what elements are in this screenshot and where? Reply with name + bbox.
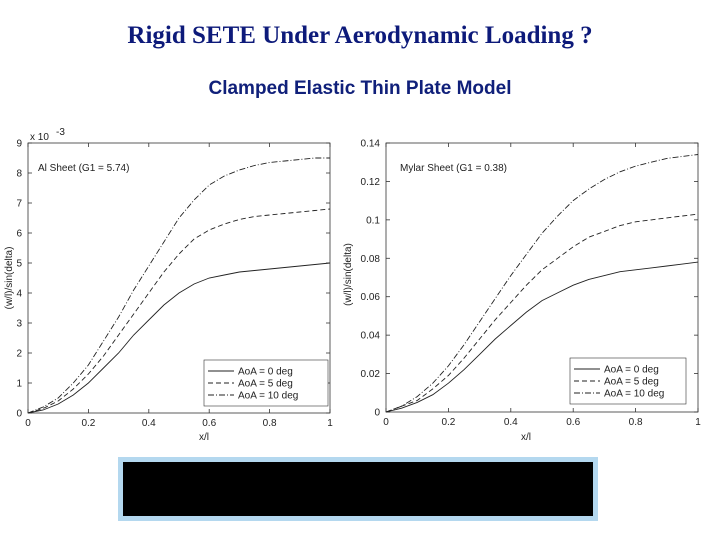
chart1-xtick-label: 1 [327, 418, 333, 429]
chart2-legend-label: AoA = 5 deg [604, 377, 659, 388]
slide-title: Rigid SETE Under Aerodynamic Loading ? [127, 22, 593, 49]
chart2-ytick-label: 0.04 [361, 331, 381, 342]
chart1-y-axis-label: (w/l)/sin(delta) [4, 247, 15, 310]
chart2-xtick-label: 0.2 [441, 417, 455, 428]
chart2-series-2-line [385, 213, 699, 413]
slide-subtitle: Clamped Elastic Thin Plate Model [208, 78, 512, 99]
chart1-ytick-label: 5 [16, 259, 22, 270]
chart2-x-axis-label: x/l [521, 432, 531, 443]
chart1-legend-label: AoA = 5 deg [238, 379, 293, 390]
chart1-ytick-label: 3 [16, 319, 22, 330]
chart2-ytick-label: 0.08 [361, 254, 381, 265]
chart1-ytick-label: 7 [16, 199, 22, 210]
chart1-xtick-label: 0.8 [263, 418, 277, 429]
chart1-ytick-label: 4 [16, 289, 22, 300]
chart1-ytick-label: 8 [16, 169, 22, 180]
chart2-xtick-label: 0.6 [566, 417, 580, 428]
chart1-ytick-label: 6 [16, 229, 22, 240]
chart1-legend-label: AoA = 0 deg [238, 367, 293, 378]
chart2-ytick-label: 0.02 [361, 369, 381, 380]
chart1-xtick-label: 0 [25, 418, 31, 429]
chart1-annotation: Al Sheet (G1 = 5.74) [38, 163, 129, 174]
chart1-xtick-label: 0.4 [142, 418, 156, 429]
chart1-series-1-line [27, 262, 331, 414]
chart1-xtick-label: 0.2 [81, 418, 95, 429]
chart2-series-1-line [385, 261, 699, 413]
chart2-xtick-label: 0.4 [504, 417, 518, 428]
chart2-legend-box [569, 357, 687, 405]
chart1-ytick-label: 2 [16, 349, 22, 360]
chart1-ytick-label: 1 [16, 379, 22, 390]
chart2-ytick-label: 0.12 [361, 177, 381, 188]
chart1-x-axis-label: x/l [199, 432, 209, 443]
chart1-series-3-line [27, 157, 330, 414]
chart2-annotation: Mylar Sheet (G1 = 0.38) [400, 163, 507, 174]
chart1-series-2-line [27, 208, 331, 414]
chart2-series-3-line [385, 154, 699, 413]
chart2-legend-label: AoA = 10 deg [604, 389, 664, 400]
chart1-exponent-power: -3 [56, 127, 65, 138]
bottom-dark-image [123, 462, 593, 516]
chart2-ytick-label: 0.14 [361, 139, 381, 150]
chart2-legend-label: AoA = 0 deg [604, 365, 659, 376]
chart1-ytick-label: 9 [16, 139, 22, 150]
chart2-xtick-label: 1 [695, 417, 701, 428]
chart2-ytick-label: 0.06 [361, 292, 381, 303]
chart1-exponent-label: x 10 [30, 132, 49, 143]
chart2-ytick-label: 0 [374, 408, 380, 419]
chart2-xtick-label: 0.8 [629, 417, 643, 428]
chart2-xtick-label: 0 [383, 417, 389, 428]
chart2-ytick-label: 0.1 [366, 215, 380, 226]
chart2-y-axis-label: (w/l)/sin(delta) [343, 243, 354, 306]
chart1-ytick-label: 0 [16, 409, 22, 420]
bottom-image-frame [118, 457, 598, 521]
chart1-xtick-label: 0.6 [202, 418, 216, 429]
chart1-legend-label: AoA = 10 deg [238, 391, 298, 402]
